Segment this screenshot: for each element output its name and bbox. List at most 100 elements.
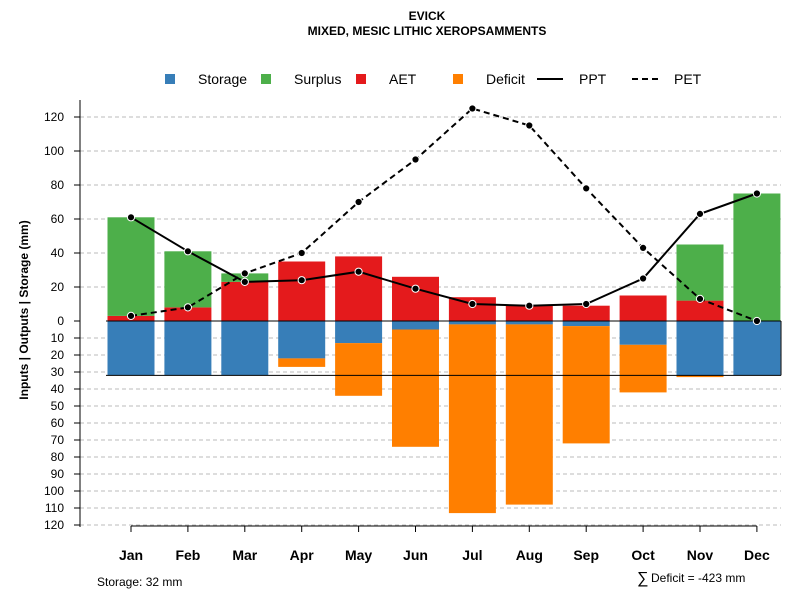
zero-and-storage-lines [106,320,782,376]
ppt-point [126,213,136,222]
y-tick-label: 40 [51,246,65,260]
ppt-point [468,299,477,309]
y-tick-label: 60 [51,212,65,226]
surplus-bar [221,273,269,282]
y-tick-label: 80 [51,450,65,464]
aet-bar [335,256,383,321]
pet-point [126,311,136,320]
x-tick-label: Oct [631,547,655,563]
ppt-point [297,276,306,285]
series-lines [126,104,762,326]
deficit-bar [562,326,610,444]
surplus-bar [733,193,781,321]
legend-label-surplus: Surplus [294,71,341,87]
pet-point [582,184,591,193]
storage-bar [335,321,383,344]
y-tick-label: 0 [57,314,64,328]
legend-swatch-storage [165,74,175,84]
ppt-point [695,209,705,218]
pet-point [411,155,420,164]
storage-bar [448,321,496,325]
x-tick-label: Nov [687,547,714,563]
legend-label-storage: Storage [198,71,247,87]
ppt-point [582,299,591,309]
bars [107,193,781,514]
x-tick-label: May [345,547,372,563]
y-tick-label: 40 [51,382,65,396]
aet-bar [221,281,269,321]
pet-line [130,107,758,322]
aet-bar [619,295,667,321]
sum-symbol: ∑ [637,570,648,587]
aet-bar [278,261,326,321]
storage-bar [278,321,326,359]
x-tick-label: Mar [232,547,257,563]
pet-point [183,303,192,312]
pet-point [354,197,363,207]
pet-point [695,294,705,303]
deficit-bar [448,324,496,514]
aet-bar [505,305,553,321]
legend: Storage Surplus AET Deficit PPT PET [165,71,702,87]
pet-point [752,316,762,326]
y-tick-label: 100 [44,484,64,498]
pet-point [639,243,648,252]
ppt-point [752,189,762,198]
y-tick-label: 20 [51,348,65,362]
x-tick-label: Feb [175,547,200,563]
ppt-point [183,247,192,256]
storage-bar [733,321,781,376]
storage-annotation: Storage: 32 mm [97,575,182,589]
y-tick-label: 100 [44,144,64,158]
storage-bar [676,321,724,376]
storage-bar [107,321,155,376]
x-tick-label: Jan [119,547,143,563]
storage-bar [619,321,667,345]
surplus-bar [676,244,724,301]
y-tick-label: 120 [44,110,64,124]
deficit-bar [278,358,326,367]
surplus-bar [107,217,155,316]
x-tick-label: Jul [462,547,482,563]
y-tick-label: 110 [45,501,64,515]
legend-label-pet: PET [674,71,702,87]
y-tick-label: 90 [51,467,65,481]
legend-label-deficit: Deficit [486,71,525,87]
y-tick-label: 80 [51,178,65,192]
storage-bar [164,321,212,376]
legend-swatch-deficit [453,74,463,84]
storage-bar [562,321,610,327]
y-tick-label: 20 [51,280,65,294]
y-tick-label: 60 [51,416,65,430]
y-tick-label: 50 [51,399,65,413]
y-tick-label: 10 [51,331,65,345]
ppt-line [130,192,758,307]
x-tick-label: Jun [403,547,428,563]
storage-bar [505,321,553,325]
aet-bar [562,305,610,321]
axes: 1201101009080706050403020100204060801001… [44,100,770,563]
ppt-point [240,277,249,286]
y-axis-label: Inputs | Outputs | Storage (mm) [17,220,31,399]
legend-label-aet: AET [389,71,417,87]
legend-swatch-surplus [261,74,271,84]
aet-bar [448,297,496,321]
chart-subtitle: MIXED, MESIC LITHIC XEROPSAMMENTS [308,24,547,38]
ppt-point [639,274,648,283]
deficit-bar [505,324,553,505]
deficit-annotation: Deficit = -423 mm [651,571,745,585]
x-tick-label: Sep [573,547,599,563]
aet-bar [164,307,212,321]
pet-point [525,121,534,130]
chart-title: EVICK [409,9,446,23]
legend-swatch-aet [356,74,366,84]
y-tick-label: 70 [51,433,65,447]
deficit-bar [676,375,724,378]
ppt-point [354,267,363,276]
legend-label-ppt: PPT [579,71,607,87]
storage-bar [221,321,269,376]
aet-bar [676,300,724,321]
x-tick-label: Apr [290,547,315,563]
ppt-point [525,301,534,310]
